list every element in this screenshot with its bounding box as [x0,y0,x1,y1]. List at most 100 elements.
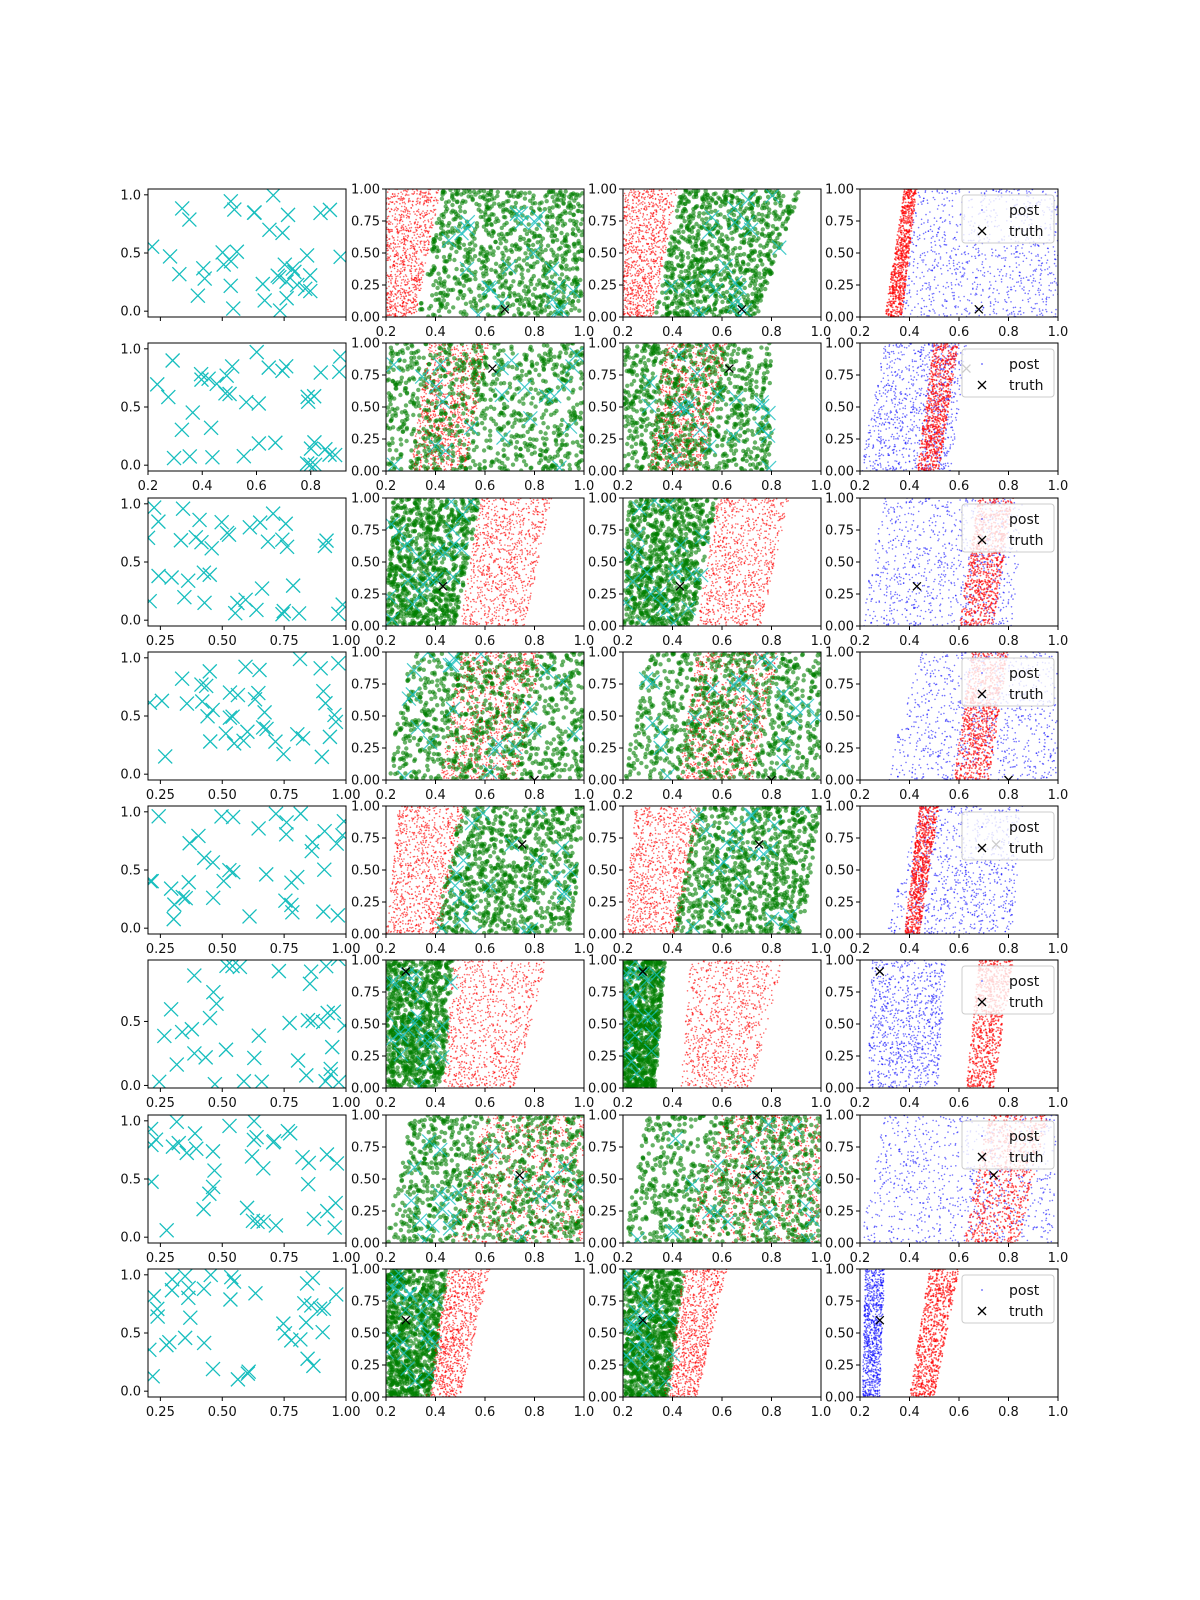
scatter-point [639,203,641,205]
scatter-point [636,270,639,273]
scatter-point [661,193,664,196]
scatter-point [942,210,944,212]
scatter-point [663,221,665,223]
scatter-point [668,221,671,223]
scatter-point [624,253,627,256]
scatter-point [485,257,491,262]
scatter-point [531,300,536,305]
scatter-point [641,306,643,308]
scatter-point [539,310,544,315]
scatter-point [909,296,912,298]
truth-marker [737,304,747,314]
scatter-point [445,301,450,307]
scatter-point [649,313,652,315]
scatter-point [1009,274,1012,276]
scatter-point [403,263,405,266]
scatter-point [430,210,433,212]
scatter-point [915,244,918,247]
scatter-point [928,315,930,317]
scatter-point [638,270,640,273]
scatter-point [626,262,628,264]
scatter-point [657,240,660,243]
scatter-point [420,268,422,270]
scatter-point [1032,307,1034,310]
scatter-point [966,245,968,247]
scatter-point [484,272,489,277]
scatter-point [426,196,429,199]
scatter-point [934,198,936,201]
scatter-point [400,213,403,216]
scatter-point [652,197,654,200]
cyan-x-marker [285,261,301,277]
scatter-point [665,246,667,249]
scatter-point [644,277,647,280]
scatter-point [472,254,478,259]
scatter-point [390,221,392,223]
y-tick-label: 1.00 [351,183,380,198]
scatter-point [399,219,401,222]
scatter-point [396,195,399,197]
scatter-point [414,300,417,303]
scatter-point [710,242,715,248]
scatter-point [529,247,534,253]
scatter-point [930,269,932,272]
scatter-point [668,213,671,216]
scatter-point [418,281,421,284]
scatter-point [650,248,652,250]
scatter-point [414,279,416,282]
scatter-point [685,296,690,302]
scatter-point [679,234,684,240]
scatter-point [626,204,629,206]
scatter-point [752,249,758,255]
scatter-point [943,198,945,200]
scatter-point [749,300,754,305]
scatter-point [975,276,977,279]
scatter-point [1020,282,1023,284]
scatter-point [389,296,391,299]
scatter-point [994,298,996,300]
scatter-point [752,311,757,316]
scatter-point [491,252,496,258]
scatter-point [413,248,416,251]
scatter-point [445,206,450,212]
scatter-point [908,263,911,266]
scatter-point [391,266,394,268]
scatter-point [963,274,965,276]
scatter-point [646,296,648,299]
scatter-point [551,286,556,291]
scatter-point [953,291,955,294]
scatter-point [391,277,393,280]
scatter-point [920,311,922,313]
scatter-point [1015,262,1018,264]
scatter-point [416,226,419,229]
red-posterior-points-overlay [623,189,678,317]
scatter-point [980,301,983,304]
scatter-point [441,298,447,303]
scatter-point [528,263,533,269]
scatter-point [415,218,417,221]
scatter-point [474,221,480,226]
scatter-point [635,307,638,310]
scatter-point [570,299,575,304]
scatter-point [555,196,560,201]
scatter-point [631,215,634,218]
scatter-point [1020,277,1022,280]
scatter-point [989,266,991,268]
scatter-point [694,204,700,209]
scatter-point [419,243,422,245]
scatter-point [400,239,403,241]
scatter-point [420,240,423,242]
scatter-point [1042,293,1044,295]
scatter-point [650,272,653,275]
scatter-point [632,281,635,284]
scatter-point [483,212,488,217]
scatter-point [655,298,657,301]
scatter-point [408,197,410,200]
scatter-point [386,221,388,223]
scatter-point [1045,303,1047,306]
scatter-point [719,232,725,237]
scatter-point [632,313,635,316]
scatter-point [450,226,455,231]
scatter-point [514,264,519,269]
scatter-point [400,197,402,199]
